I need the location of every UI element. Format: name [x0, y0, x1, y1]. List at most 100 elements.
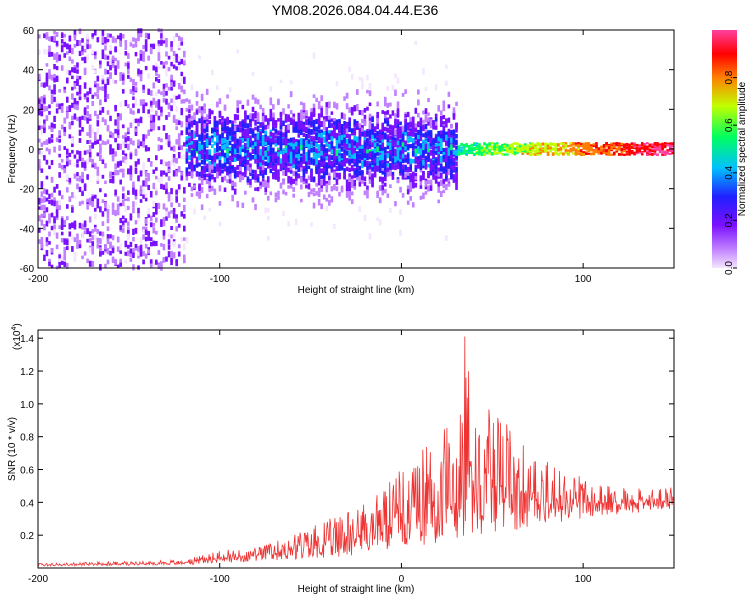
spectrogram-cell [177, 251, 181, 257]
spectrogram-cell [483, 150, 486, 153]
spectrogram-cell [333, 148, 336, 153]
spectrogram-cell [635, 148, 639, 151]
spectrogram-cell [305, 133, 308, 141]
spectrogram-cell [424, 160, 428, 166]
spectrogram-cell [233, 173, 237, 179]
spectrogram-cell [185, 115, 189, 121]
spectrogram-cell [160, 61, 163, 65]
spectrogram-cell [58, 262, 61, 268]
spectrogram-cell [246, 152, 250, 158]
spectrogram-cell [340, 153, 344, 159]
spectrogram-cell [53, 77, 56, 83]
spectrogram-cell [358, 110, 362, 115]
spectrogram-cell [432, 145, 435, 152]
x-tick-label: -200 [28, 274, 48, 285]
spectrogram-cell [391, 158, 395, 164]
spectrogram-cell [162, 217, 166, 224]
spectrogram-cell [434, 125, 438, 130]
spectrogram-cell [289, 91, 293, 98]
spectrogram-cell [170, 250, 173, 255]
spectrogram-cell [259, 183, 262, 189]
spectrogram-cell [216, 135, 219, 142]
spectrogram-cell [162, 235, 166, 240]
spectrogram-cell [238, 172, 242, 179]
spectrogram-cell [297, 173, 301, 179]
spectrogram-cell [216, 163, 219, 168]
spectrogram-cell [371, 128, 374, 135]
spectrogram-cell [231, 120, 234, 127]
spectrogram-cell [528, 153, 532, 157]
spectrogram-cell [68, 231, 72, 237]
spectrogram-cell [162, 184, 166, 190]
spectrogram-cell [134, 193, 138, 200]
spectrogram-cell [86, 238, 89, 243]
spectrogram-cell [88, 44, 92, 49]
spectrogram-cell [38, 239, 41, 244]
spectrogram-cell [149, 100, 153, 106]
spectrogram-cell [144, 229, 148, 236]
spectrogram-cell [76, 75, 79, 81]
spectrogram-cell [218, 170, 222, 176]
spectrogram-cell [333, 101, 336, 108]
spectrogram-cell [394, 156, 397, 163]
spectrogram-cell [345, 150, 349, 156]
spectrogram-cell [378, 176, 382, 182]
spectrogram-cell [322, 124, 326, 131]
spectrogram-cell [76, 39, 79, 47]
spectrogram-cell [422, 110, 425, 115]
spectrogram-cell [297, 164, 301, 169]
spectrogram-cell [38, 227, 41, 233]
spectrogram-cell [183, 99, 186, 104]
spectrogram-cell [302, 104, 306, 111]
spectrogram-cell [335, 81, 339, 87]
spectrogram-cell [165, 256, 168, 262]
spectrogram-cell [310, 121, 313, 126]
spectrogram-cell [465, 152, 468, 156]
spectrogram-cell [358, 139, 362, 146]
spectrogram-cell [287, 175, 290, 180]
spectrogram-cell [68, 134, 72, 139]
spectrogram-cell [73, 154, 77, 159]
spectrogram-cell [142, 107, 145, 114]
spectrogram-cell [442, 183, 446, 189]
spectrogram-cell [330, 123, 334, 128]
spectrogram-cell [605, 142, 608, 145]
spectrogram-cell [203, 160, 206, 165]
spectrogram-cell [147, 236, 150, 241]
spectrogram-cell [106, 61, 110, 67]
spectrogram-cell [287, 179, 290, 184]
spectrogram-cell [48, 111, 51, 115]
spectrogram-cell [144, 180, 148, 187]
spectrogram-cell [394, 113, 397, 118]
spectrogram-cell [38, 73, 41, 80]
spectrogram-cell [287, 154, 290, 159]
spectrogram-cell [429, 165, 433, 172]
spectrogram-cell [109, 131, 112, 136]
spectrogram-cell [269, 156, 273, 163]
spectrogram-cell [663, 146, 667, 149]
spectrogram-cell [236, 138, 240, 145]
spectrogram-cell [269, 168, 273, 174]
spectrogram-cell [104, 98, 107, 103]
spectrogram-cell [348, 143, 351, 149]
spectrogram-cell [391, 110, 395, 116]
spectrogram-cell [48, 193, 51, 200]
spectrogram-cell [455, 151, 458, 156]
spectrogram-cell [81, 57, 84, 61]
spectrogram-cell [183, 78, 186, 84]
spectrogram-cell [180, 77, 184, 83]
spectrogram-cell [259, 170, 262, 176]
spectrogram-cell [134, 201, 138, 206]
spectrogram-cell [134, 167, 138, 174]
spectrogram-cell [277, 169, 280, 175]
spectrogram-cell [518, 143, 522, 146]
spectrogram-cell [137, 118, 140, 123]
spectrogram-cell [256, 152, 260, 158]
spectrogram-cell [147, 113, 150, 118]
spectrogram-cell [88, 152, 92, 158]
spectrogram-cell [427, 153, 430, 159]
spectrogram-cell [127, 205, 130, 211]
spectrogram-cell [343, 160, 346, 167]
spectrogram-cell [350, 106, 354, 113]
spectrogram-cell [554, 143, 558, 146]
